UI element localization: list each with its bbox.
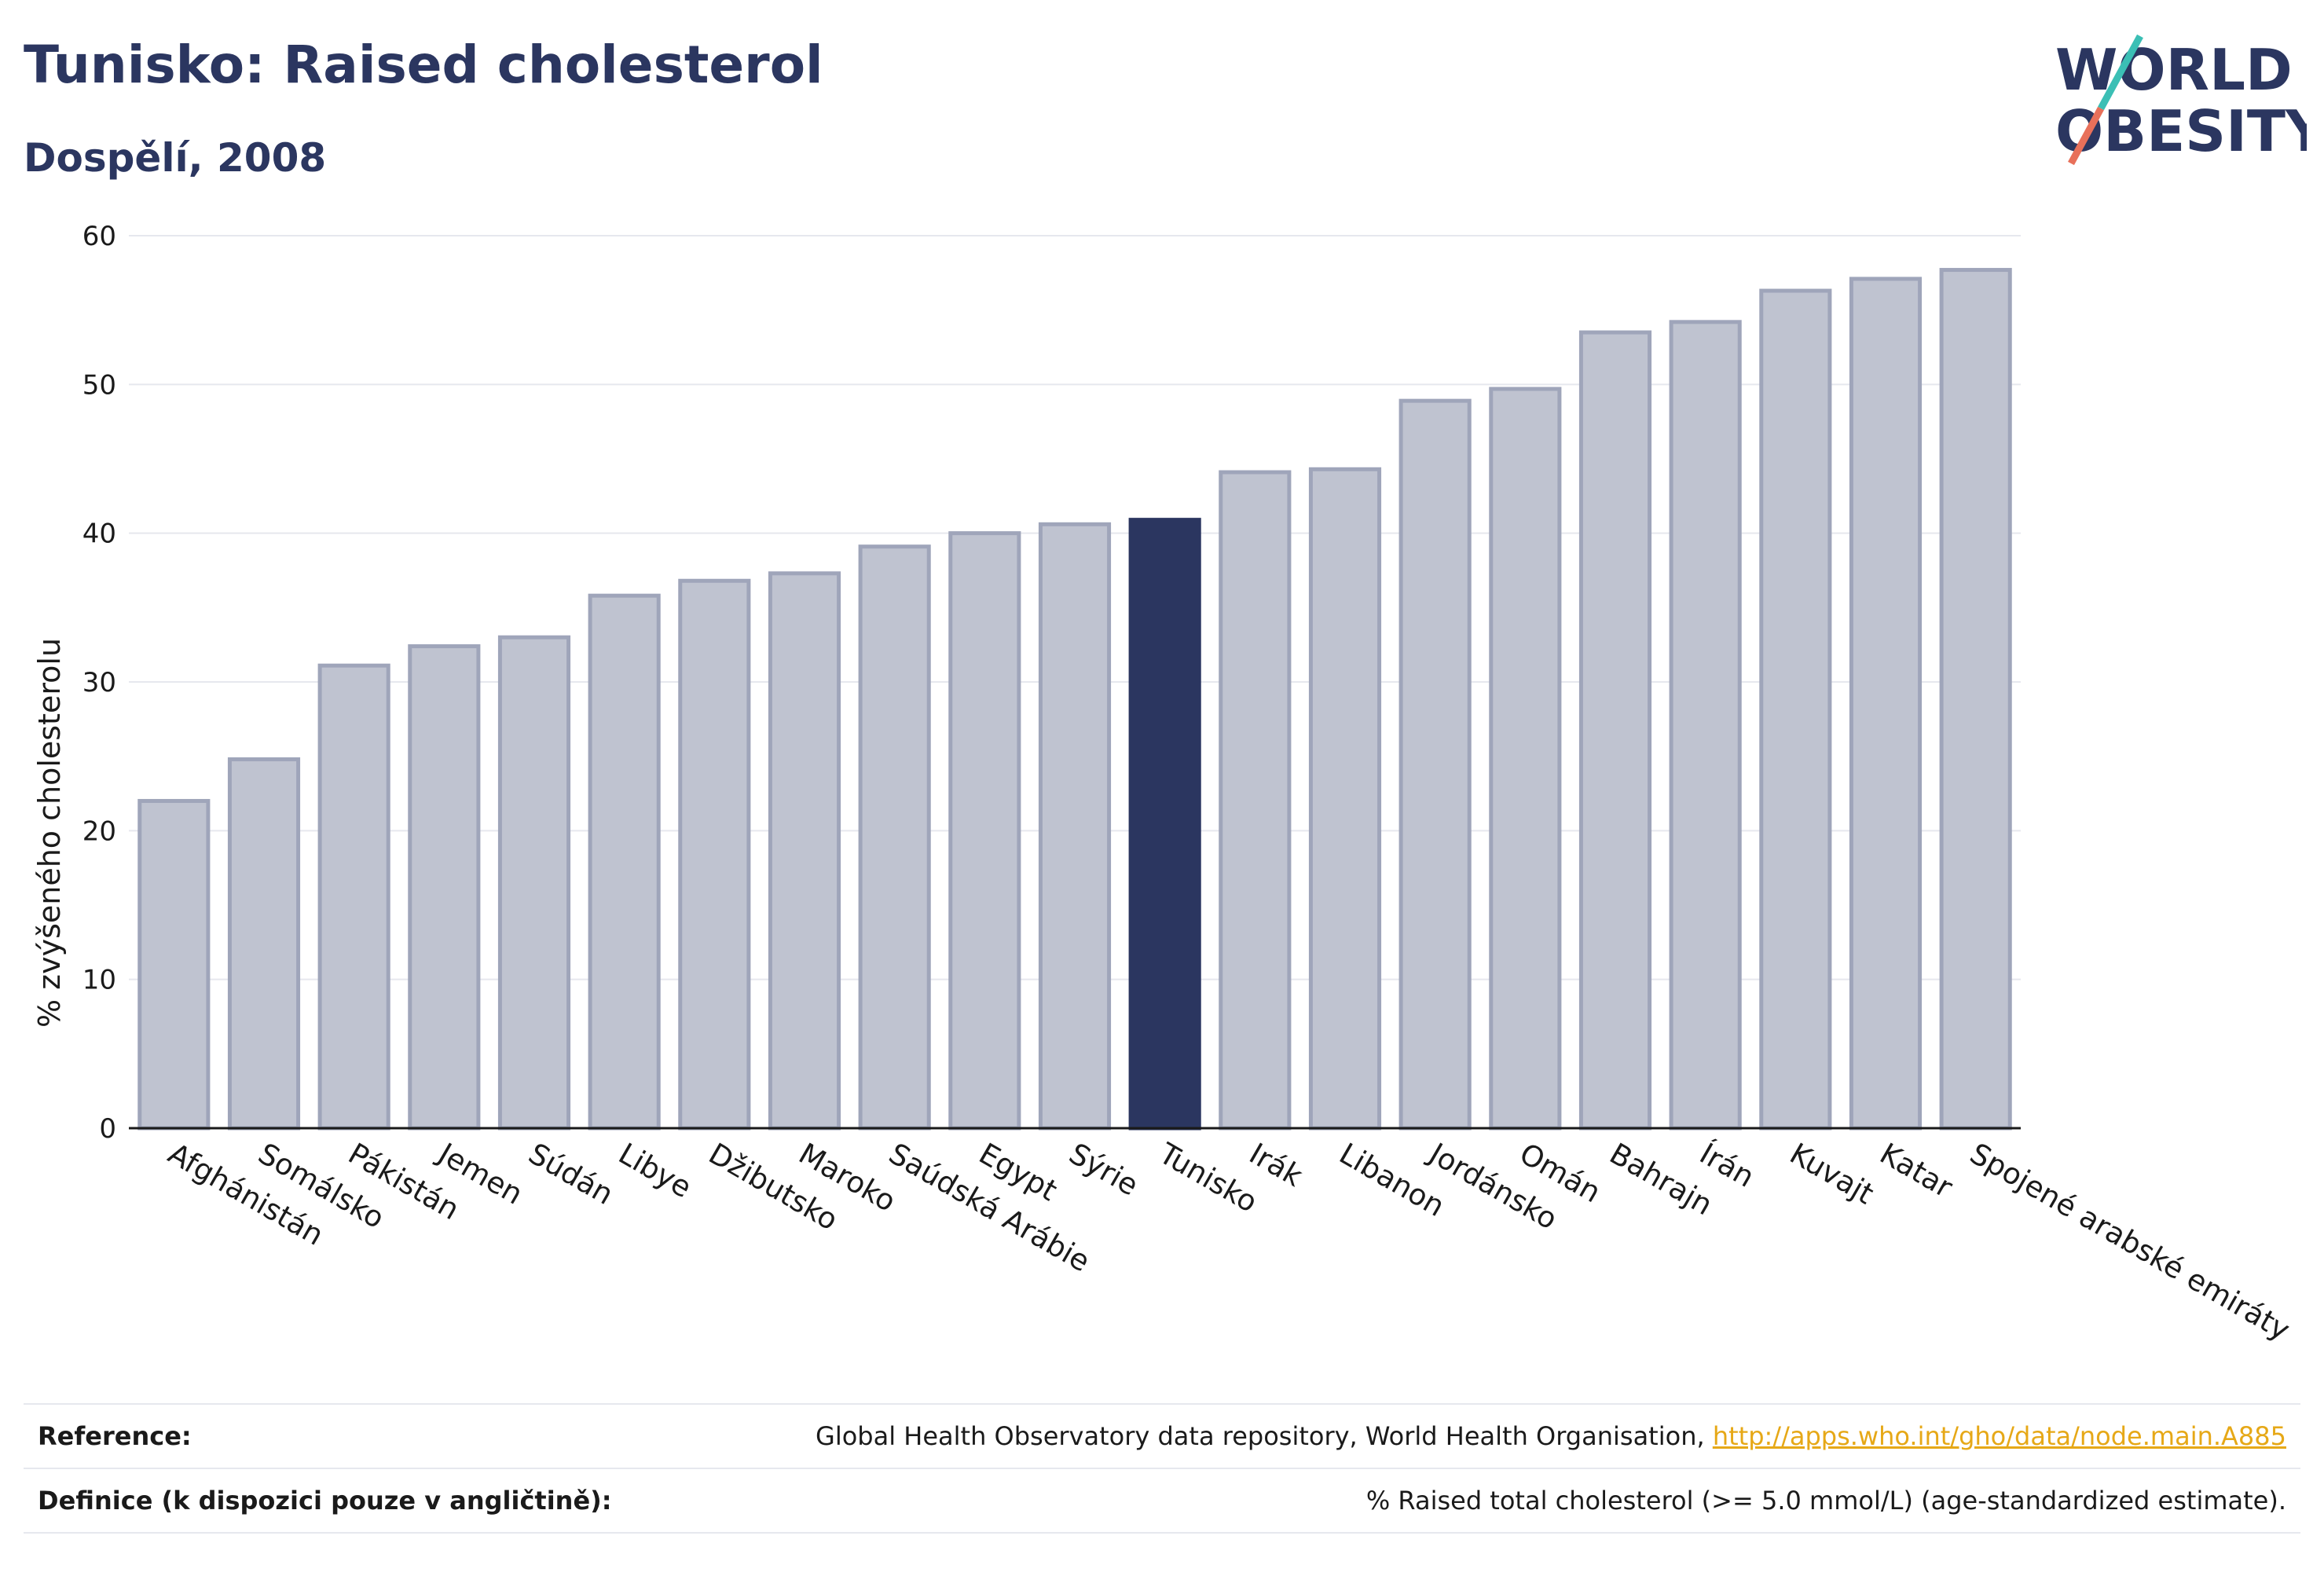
- x-tick-label: Kuvajt: [1784, 1137, 1879, 1211]
- world-obesity-logo: WORLD OBESITY: [2055, 34, 2307, 166]
- definition-row: Definice (k dispozici pouze v angličtině…: [24, 1468, 2300, 1532]
- bar-4: [497, 635, 571, 1131]
- page-subtitle: Dospělí, 2008: [24, 135, 327, 181]
- bar-3: [408, 644, 481, 1131]
- y-axis-label: % zvýšeného cholesterolu: [32, 638, 67, 1028]
- x-tick-label: Súdán: [523, 1137, 619, 1212]
- bar-9: [948, 531, 1021, 1131]
- bar-13: [1308, 467, 1382, 1131]
- y-tick-label: 0: [99, 1113, 116, 1145]
- footer: Reference: Global Health Observatory dat…: [24, 1403, 2300, 1537]
- bar-12: [1219, 470, 1292, 1131]
- logo-coral-slash: [2068, 106, 2104, 166]
- logo-teal-slash: [2098, 34, 2143, 111]
- y-tick-label: 30: [82, 667, 116, 698]
- y-tick-label: 20: [82, 815, 116, 847]
- bar-chart: 0 10 20 30 40 50 60 AfghánistánSomálskoPákistá…: [32, 221, 2296, 1347]
- bar-6: [678, 578, 751, 1131]
- bar-2: [317, 663, 390, 1131]
- y-tick-label: 10: [82, 965, 116, 996]
- bar-1: [227, 757, 301, 1131]
- reference-label: Reference:: [38, 1421, 192, 1451]
- footer-divider: [24, 1532, 2300, 1534]
- x-tick-labels: AfghánistánSomálskoPákistánJemenSúdánLib…: [163, 1136, 2296, 1347]
- bar-11: [1128, 518, 1201, 1131]
- bars: [137, 268, 2012, 1131]
- bar-19: [1849, 277, 1923, 1131]
- bar-5: [588, 593, 661, 1131]
- bar-0: [137, 798, 211, 1131]
- y-tick-label: 60: [82, 221, 116, 252]
- y-tick-label: 40: [82, 519, 116, 550]
- x-tick-label: Sýrie: [1064, 1137, 1145, 1203]
- x-tick-label: Libye: [613, 1137, 697, 1205]
- bar-20: [1939, 268, 2012, 1131]
- page-title: Tunisko: Raised cholesterol: [24, 35, 823, 95]
- reference-text: Global Health Observatory data repositor…: [816, 1421, 1713, 1451]
- y-tick-label: 50: [82, 369, 116, 401]
- definition-value: % Raised total cholesterol (>= 5.0 mmol/…: [1365, 1486, 2286, 1516]
- reference-link[interactable]: http://apps.who.int/gho/data/node.main.A…: [1712, 1421, 2286, 1451]
- bar-7: [768, 571, 841, 1131]
- bar-15: [1489, 387, 1562, 1131]
- reference-row: Reference: Global Health Observatory dat…: [24, 1403, 2300, 1468]
- x-tick-label: Katar: [1875, 1137, 1959, 1205]
- logo-word-world: WORLD: [2055, 37, 2293, 103]
- x-tick-label: Bahrajn: [1604, 1137, 1718, 1222]
- reference-value: Global Health Observatory data repositor…: [816, 1421, 2300, 1451]
- bar-8: [858, 544, 931, 1131]
- definition-label: Definice (k dispozici pouze v angličtině…: [38, 1486, 612, 1516]
- bar-14: [1398, 398, 1472, 1131]
- bar-16: [1578, 330, 1652, 1131]
- y-tick-labels: 0 10 20 30 40 50 60: [82, 221, 116, 1145]
- bar-10: [1038, 522, 1112, 1131]
- x-tick-label: Tunisko: [1153, 1136, 1263, 1219]
- x-tick-label: Spojené arabské emiráty: [1964, 1137, 2296, 1347]
- bar-18: [1759, 288, 1832, 1131]
- bar-17: [1669, 320, 1742, 1131]
